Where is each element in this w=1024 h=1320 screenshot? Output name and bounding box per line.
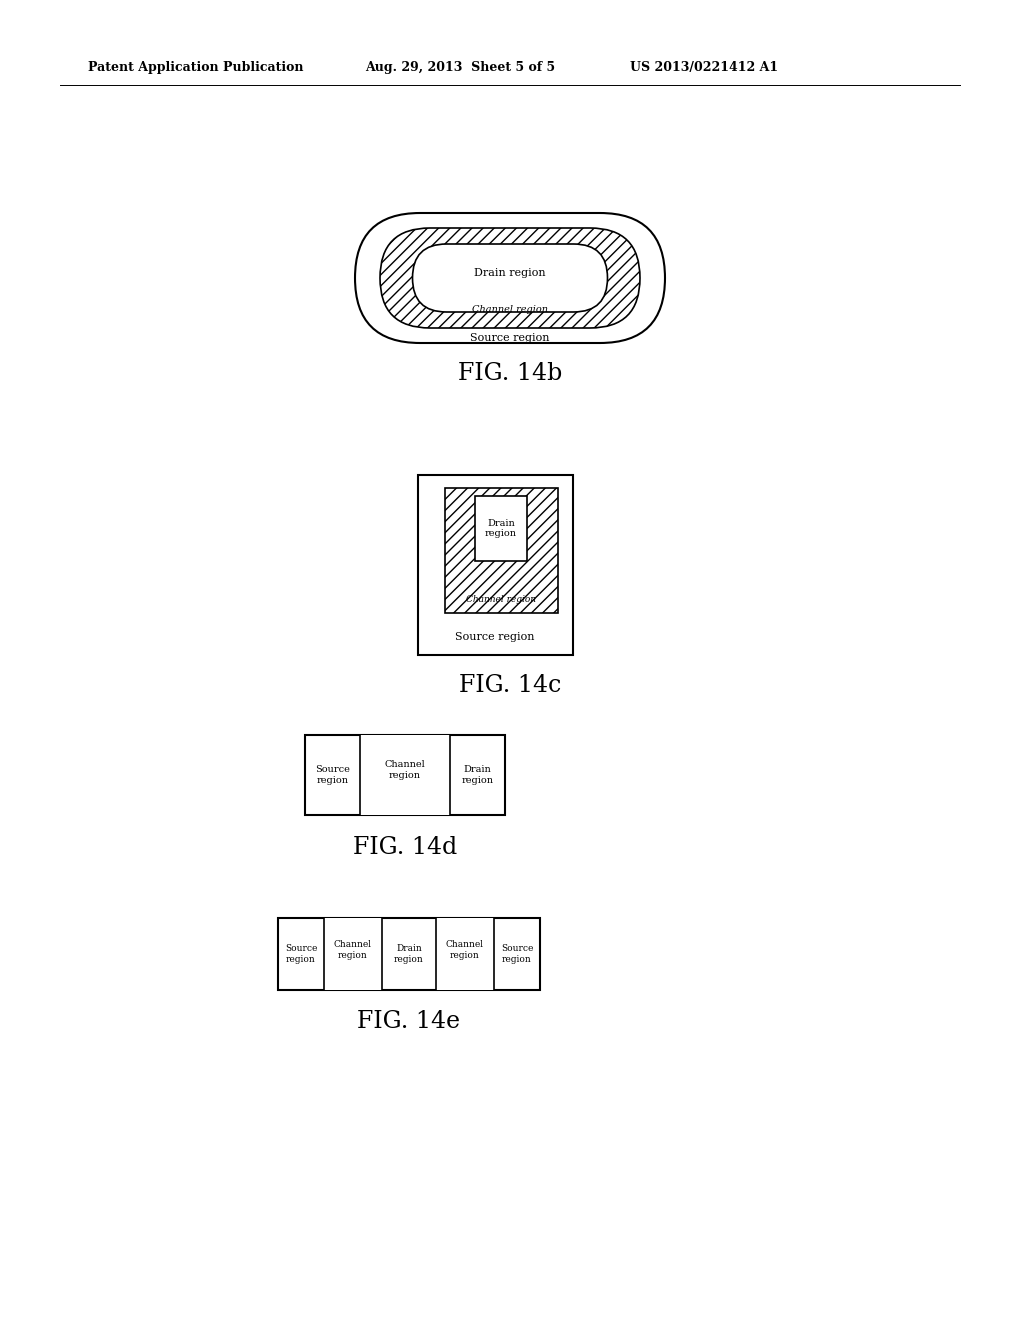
Text: Drain region: Drain region xyxy=(474,268,546,279)
Bar xyxy=(475,496,527,561)
Text: FIG. 14e: FIG. 14e xyxy=(357,1011,461,1034)
Text: Drain
region: Drain region xyxy=(394,944,424,964)
Text: FIG. 14b: FIG. 14b xyxy=(458,362,562,384)
Text: Source region: Source region xyxy=(470,333,550,343)
Bar xyxy=(324,917,382,990)
Bar xyxy=(418,475,572,655)
Bar xyxy=(360,735,450,814)
Bar xyxy=(305,735,505,814)
Text: US 2013/0221412 A1: US 2013/0221412 A1 xyxy=(630,62,778,74)
Text: Source region: Source region xyxy=(456,632,535,642)
Text: Channel
region: Channel region xyxy=(334,940,372,960)
FancyBboxPatch shape xyxy=(413,244,607,312)
FancyBboxPatch shape xyxy=(355,213,665,343)
FancyBboxPatch shape xyxy=(380,228,640,327)
Bar xyxy=(436,917,494,990)
Text: FIG. 14c: FIG. 14c xyxy=(459,673,561,697)
Text: Drain
region: Drain region xyxy=(462,766,494,784)
Text: Patent Application Publication: Patent Application Publication xyxy=(88,62,303,74)
Bar xyxy=(444,488,557,612)
Text: Aug. 29, 2013  Sheet 5 of 5: Aug. 29, 2013 Sheet 5 of 5 xyxy=(365,62,555,74)
Text: Channel
region: Channel region xyxy=(446,940,484,960)
Text: FIG. 14d: FIG. 14d xyxy=(353,836,457,858)
Text: Drain
region: Drain region xyxy=(485,519,517,539)
Text: Source
region: Source region xyxy=(315,766,350,784)
Text: Channel region: Channel region xyxy=(466,595,536,605)
Bar xyxy=(278,917,540,990)
Text: Source
region: Source region xyxy=(501,944,534,964)
Text: Source
region: Source region xyxy=(285,944,317,964)
Text: Channel region: Channel region xyxy=(472,305,548,314)
Text: Channel
region: Channel region xyxy=(385,760,425,780)
